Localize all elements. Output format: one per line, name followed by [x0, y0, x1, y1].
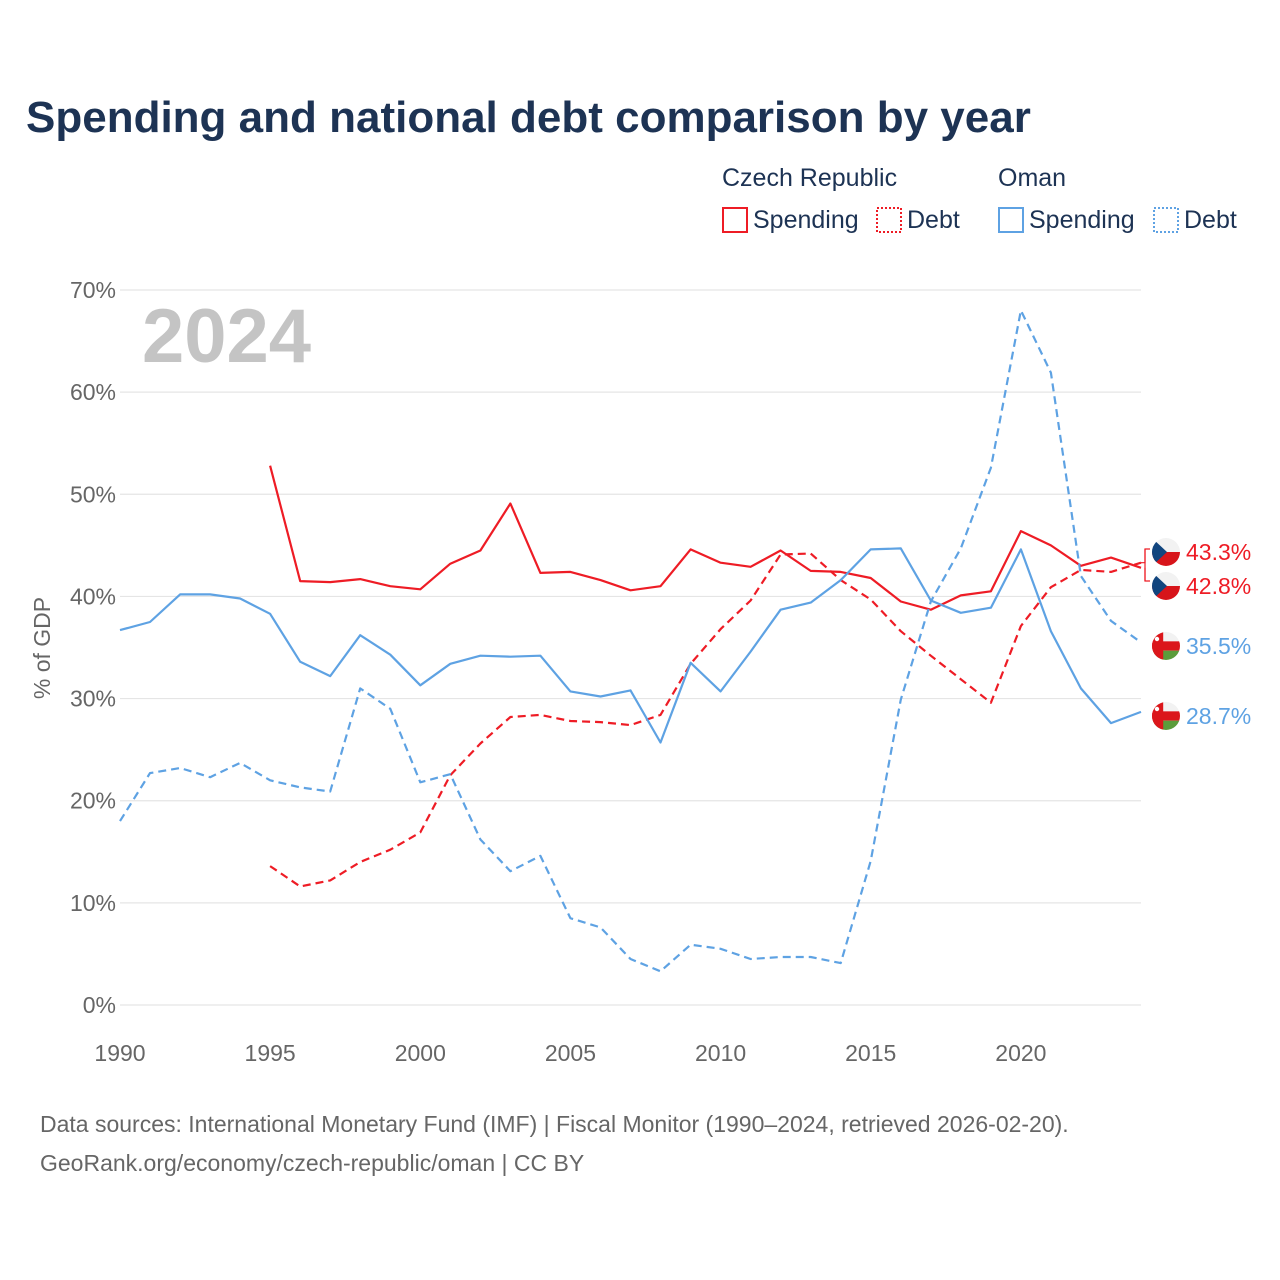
y-axis-ticks: 0% 10% 20% 30% 40% 50% 60% 70% — [70, 277, 116, 1018]
y-tick-label: 10% — [70, 890, 116, 916]
y-tick-label: 20% — [70, 788, 116, 814]
x-axis-ticks: 1990 1995 2000 2005 2010 2015 2020 — [94, 1040, 1046, 1066]
legend-label-czech-spending: Spending — [753, 206, 859, 234]
grid — [120, 289, 1141, 1006]
y-tick-label: 60% — [70, 379, 116, 405]
x-tick-label: 2020 — [995, 1040, 1046, 1066]
legend-swatch-czech-spending — [722, 207, 748, 233]
series-line-czech-republic-spending — [269, 465, 1142, 611]
x-tick-label: 2015 — [845, 1040, 896, 1066]
flag-oman-icon — [1152, 632, 1180, 660]
end-labels: 43.3% 42.8% 35.5% 28.7% — [1141, 538, 1251, 730]
y-tick-label: 70% — [70, 277, 116, 303]
chart-title: Spending and national debt comparison by… — [26, 93, 1031, 142]
series-line-oman-spending — [119, 547, 1142, 744]
end-label-oman-debt: 35.5% — [1186, 633, 1251, 659]
end-label-czech-republic-spending: 42.8% — [1186, 573, 1251, 599]
series-line-oman-debt — [119, 309, 1142, 973]
legend-swatch-oman-debt — [1153, 207, 1179, 233]
series-line-czech-republic-debt — [269, 552, 1142, 888]
flag-czech-icon — [1152, 572, 1180, 600]
legend: Czech Republic Oman Spending Debt Spendi… — [722, 164, 1237, 234]
legend-label-oman-spending: Spending — [1029, 206, 1135, 234]
source-line-1: Data sources: International Monetary Fun… — [40, 1111, 1069, 1137]
y-tick-label: 0% — [83, 992, 116, 1018]
legend-group-czech: Czech Republic — [722, 164, 897, 192]
y-axis-label: % of GDP — [29, 597, 55, 699]
legend-label-czech-debt: Debt — [907, 206, 960, 234]
legend-swatch-oman-spending — [998, 207, 1024, 233]
flag-oman-icon — [1152, 702, 1180, 730]
flag-czech-icon — [1152, 538, 1180, 566]
source-line-2: GeoRank.org/economy/czech-republic/oman … — [40, 1150, 584, 1176]
legend-label-oman-debt: Debt — [1184, 206, 1237, 234]
x-tick-label: 1990 — [94, 1040, 145, 1066]
y-tick-label: 50% — [70, 481, 116, 507]
y-tick-label: 40% — [70, 583, 116, 609]
series-lines — [119, 309, 1142, 973]
end-label-czech-republic-debt: 43.3% — [1186, 539, 1251, 565]
x-tick-label: 2010 — [695, 1040, 746, 1066]
x-tick-label: 2000 — [395, 1040, 446, 1066]
x-tick-label: 2005 — [545, 1040, 596, 1066]
x-tick-label: 1995 — [245, 1040, 296, 1066]
legend-swatch-czech-debt — [876, 207, 902, 233]
legend-group-oman: Oman — [998, 164, 1066, 192]
y-tick-label: 30% — [70, 686, 116, 712]
year-label: 2024 — [142, 294, 311, 379]
end-label-oman-spending: 28.7% — [1186, 703, 1251, 729]
